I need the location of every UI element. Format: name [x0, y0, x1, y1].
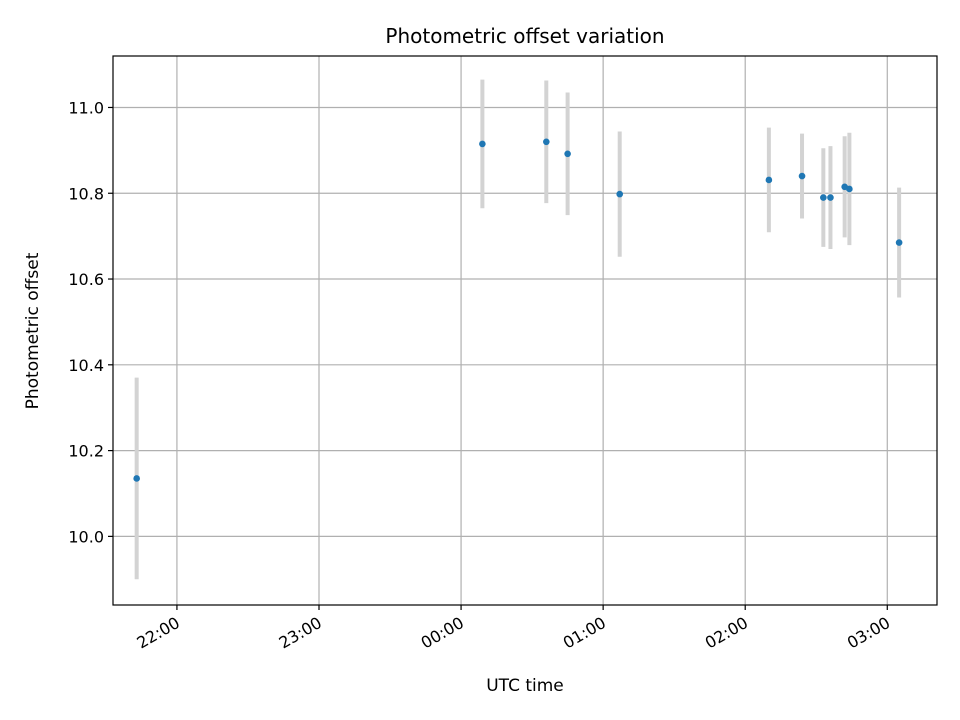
grid	[113, 56, 937, 605]
data-point	[765, 176, 773, 184]
y-tick-label: 10.6	[68, 270, 104, 289]
chart-title: Photometric offset variation	[385, 24, 664, 48]
y-tick-label: 10.2	[68, 442, 104, 461]
data-point	[564, 150, 571, 158]
y-axis-title: Photometric offset	[23, 252, 43, 409]
data-points	[133, 138, 903, 482]
data-point	[543, 138, 550, 146]
y-axis-ticks: 10.0 10.2 10.4 10.6 10.8 11.0	[68, 98, 113, 546]
x-axis-title: UTC time	[486, 676, 564, 696]
data-point	[827, 194, 834, 201]
y-tick-label: 10.0	[68, 527, 104, 546]
data-point	[798, 172, 806, 180]
y-tick-label: 10.8	[68, 184, 104, 203]
y-tick-label: 11.0	[68, 98, 104, 117]
data-point	[846, 185, 853, 193]
data-point	[820, 194, 827, 201]
data-point	[616, 190, 624, 198]
data-point	[479, 140, 486, 148]
y-tick-label: 10.4	[68, 356, 104, 375]
data-point	[895, 239, 903, 246]
data-point	[133, 475, 140, 482]
plot-frame	[112, 55, 938, 606]
